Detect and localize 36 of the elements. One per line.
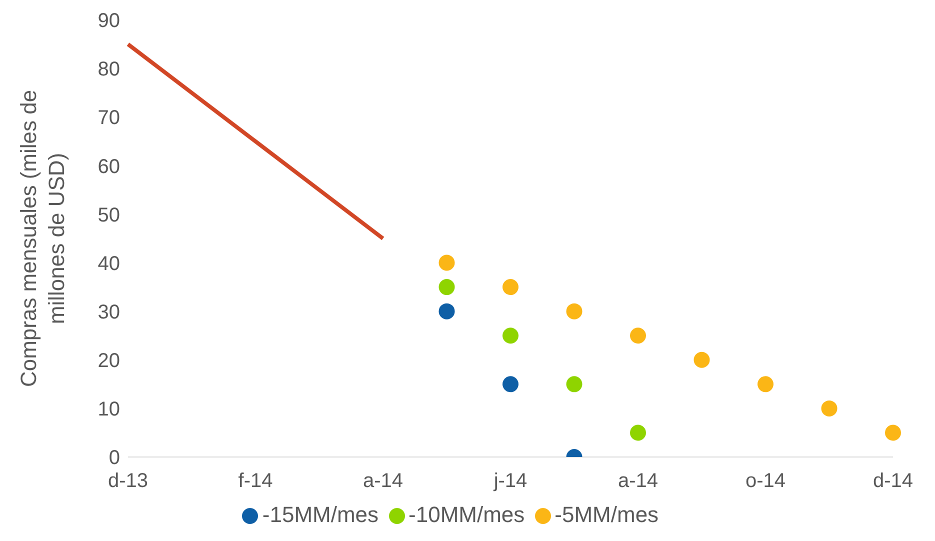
x-tick-label: j-14 — [492, 470, 528, 492]
line-series — [126, 42, 385, 240]
y-axis-title: Compras mensuales (miles de millones de USD) — [16, 90, 69, 388]
y-tick-label: 60 — [98, 156, 120, 178]
y-tick-label: 50 — [98, 204, 120, 226]
x-tick-label: a-14 — [618, 470, 658, 492]
y-tick-label: 40 — [98, 252, 120, 275]
point — [758, 376, 774, 392]
point — [502, 376, 518, 392]
legend-label: -5MM/mes — [554, 502, 659, 527]
point — [438, 303, 455, 320]
x-tick-label: d-13 — [108, 470, 148, 492]
x-tick-label: a-14 — [362, 470, 404, 492]
x-tick-label: o-14 — [745, 470, 786, 492]
point — [630, 424, 646, 441]
y-tick-label: 70 — [98, 107, 120, 130]
x-tick-label: f-14 — [238, 470, 273, 492]
y-tick-label: 10 — [98, 398, 120, 421]
y-tick-label: 0 — [108, 447, 120, 470]
point — [566, 303, 582, 320]
point — [694, 352, 710, 368]
legend-label: -10MM/mes — [408, 502, 525, 527]
legend-label: -15MM/mes — [262, 502, 379, 527]
point — [438, 254, 455, 271]
y-tick-label: 80 — [98, 58, 120, 81]
point — [438, 279, 455, 296]
y-tick-label: 30 — [98, 301, 120, 324]
x-tick-label: d-14 — [872, 470, 914, 492]
point — [502, 279, 518, 296]
point — [630, 328, 646, 344]
y-tick-label: 90 — [98, 10, 120, 32]
point — [566, 376, 582, 392]
point — [885, 424, 901, 441]
point — [821, 400, 838, 416]
point — [502, 328, 518, 344]
y-tick-label: 20 — [98, 350, 120, 372]
